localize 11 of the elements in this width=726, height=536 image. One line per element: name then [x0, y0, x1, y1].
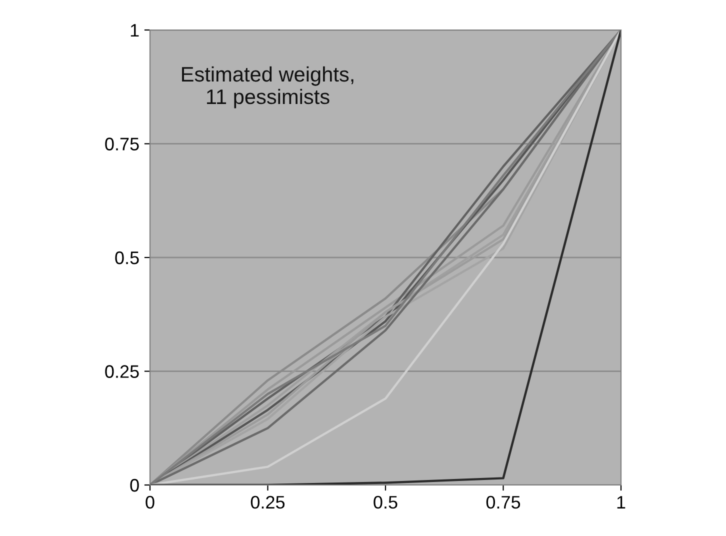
y-tick-label: 0.5 [115, 251, 139, 264]
x-tick-label: 0 [146, 496, 154, 509]
y-tick-label: 0.25 [105, 365, 139, 378]
y-tick-label: 1 [130, 24, 139, 37]
x-tick-label: 0.25 [250, 496, 285, 509]
x-tick-label: 0.75 [486, 496, 520, 509]
y-tick-label: 0.75 [105, 138, 139, 150]
y-tick-label: 0 [130, 478, 139, 492]
x-tick-label: 0.5 [374, 496, 398, 509]
x-tick-label: 1 [617, 496, 626, 508]
text: Estimated weights, 11 pessimists [182, 66, 354, 108]
